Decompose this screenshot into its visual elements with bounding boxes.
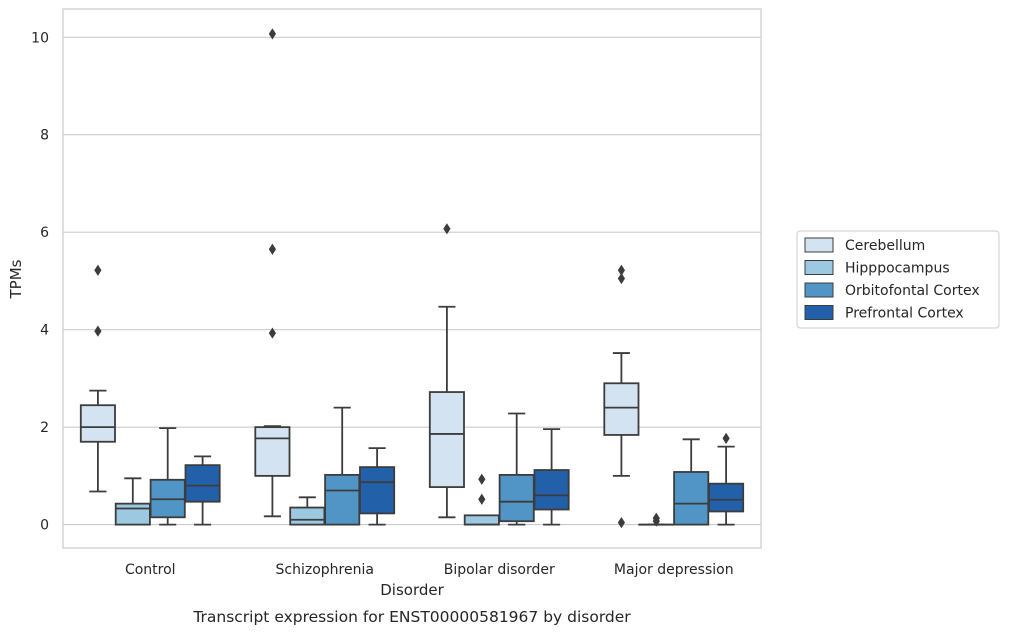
legend-label: Cerebellum: [845, 238, 925, 254]
outlier-point: [617, 264, 625, 276]
outlier-point: [94, 325, 102, 337]
box-body: [603, 382, 640, 436]
legend-swatch: [804, 260, 834, 275]
box-body: [533, 469, 570, 511]
x-tick-labels: Control Schizophrenia Bipolar disorder Majo…: [125, 562, 734, 578]
box: [149, 427, 186, 526]
box-body: [673, 471, 710, 526]
legend-frame: [796, 230, 1000, 329]
box: [708, 432, 745, 526]
y-tick-labels: 0 2 4 6 8 10: [31, 30, 49, 533]
box-body: [289, 506, 326, 526]
x-tick-label: Control: [125, 562, 176, 578]
y-tick-label: 4: [40, 323, 49, 339]
y-tick-label: 2: [40, 420, 49, 436]
legend-label: Hipppocampus: [845, 261, 950, 277]
box: [324, 406, 361, 526]
box-body: [324, 473, 361, 526]
category-group: [254, 28, 396, 526]
category-group: [428, 223, 570, 526]
box: [359, 447, 396, 526]
box: [673, 438, 710, 526]
box: [428, 223, 465, 519]
legend-swatch: [804, 305, 834, 320]
outlier-point: [617, 517, 625, 529]
box-body: [254, 426, 291, 477]
box: [533, 428, 570, 526]
box: [498, 412, 535, 526]
box: [184, 455, 221, 526]
legend-item: Hipppocampus: [804, 260, 950, 277]
outlier-point: [617, 272, 625, 285]
box-body: [428, 391, 465, 488]
x-tick-label: Bipolar disorder: [444, 562, 555, 578]
box-body: [359, 466, 396, 515]
outlier-point: [268, 327, 276, 339]
legend-label: Prefrontal Cortex: [845, 306, 964, 322]
box-body: [114, 502, 151, 526]
legend-label: Orbitofontal Cortex: [845, 283, 980, 299]
category-group: [603, 264, 745, 529]
x-tick-label: Major depression: [614, 562, 734, 578]
x-tick-label: Schizophrenia: [276, 562, 374, 578]
y-axis-title: TPMs: [7, 259, 25, 299]
box-body: [79, 404, 116, 443]
plot-area: [63, 9, 761, 548]
outlier-point: [268, 28, 276, 40]
outlier-point: [268, 243, 276, 255]
legend-swatch: [804, 237, 834, 253]
outlier-point: [722, 432, 730, 444]
box: [254, 28, 291, 518]
x-axis-title: Disorder: [380, 581, 444, 599]
outlier-point: [478, 473, 486, 485]
outlier-point: [94, 264, 102, 276]
legend-item: Prefrontal Cortex: [804, 305, 964, 322]
chart-caption: Transcript expression for ENST0000058196…: [192, 608, 631, 626]
gridlines: [63, 36, 761, 526]
plot-frame: [62, 8, 762, 549]
y-tick-label: 0: [40, 518, 49, 534]
outlier-point: [478, 493, 486, 505]
box-groups: [79, 28, 745, 529]
outlier-point: [443, 223, 451, 235]
box-body: [463, 514, 500, 526]
box: [289, 496, 326, 526]
outlier-point: [652, 512, 660, 524]
legend: Cerebellum Hipppocampus Orbitofontal Corte…: [796, 230, 1000, 329]
box-body: [708, 482, 745, 513]
y-tick-label: 6: [40, 225, 49, 241]
box-body: [184, 464, 221, 503]
y-tick-label: 10: [31, 30, 49, 46]
legend-swatch: [804, 282, 834, 298]
box: [603, 264, 640, 529]
box: [79, 264, 116, 493]
category-group: [79, 264, 221, 526]
legend-item: Cerebellum: [804, 237, 925, 254]
legend-item: Orbitofontal Cortex: [804, 282, 980, 299]
y-tick-label: 8: [40, 128, 49, 144]
box-body: [498, 473, 535, 523]
